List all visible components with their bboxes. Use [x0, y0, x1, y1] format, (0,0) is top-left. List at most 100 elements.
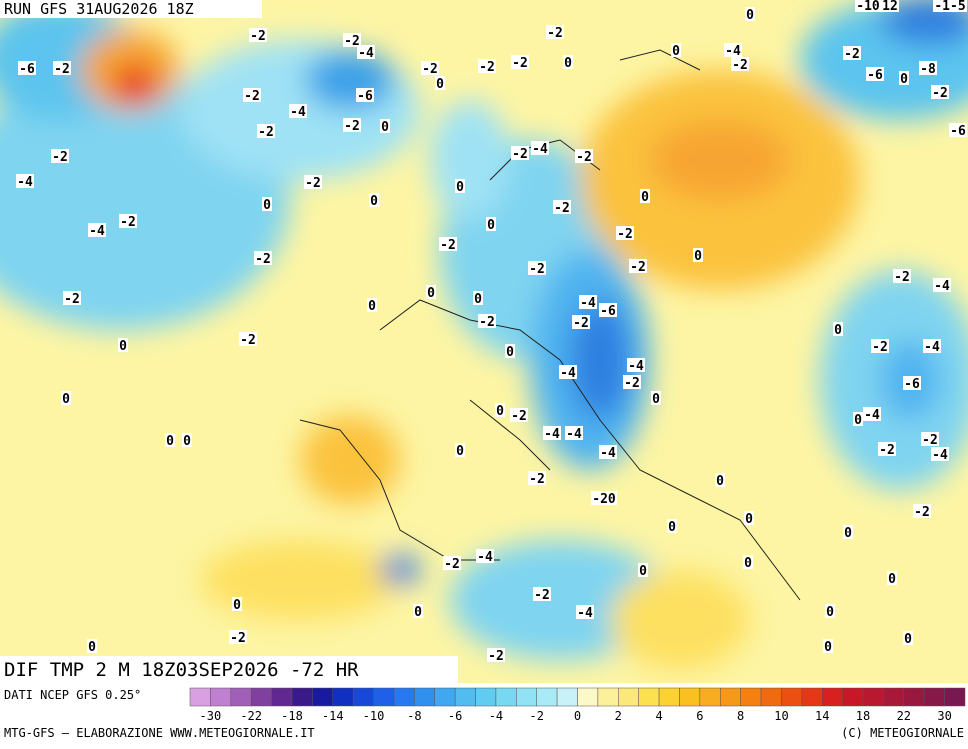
contour-label: 0 [381, 120, 389, 135]
contour-label-bg [893, 269, 911, 283]
contour-label: -2 [872, 340, 888, 355]
colorbar-bin [944, 687, 966, 707]
contour-label: 0 [824, 640, 832, 655]
contour-label: 0 [62, 392, 70, 407]
contour-label: 0 [668, 520, 676, 535]
contour-label: -4 [560, 366, 576, 381]
contour-label: -2 [344, 119, 360, 134]
contour-label: -2 [230, 631, 246, 646]
contour-label: 0 [427, 286, 435, 301]
contour-label-bg [426, 285, 436, 299]
contour-label-bg [575, 149, 593, 163]
contour-label: -2 [554, 201, 570, 216]
contour-label: 0 [233, 598, 241, 613]
contour-label: 0 [716, 474, 724, 489]
contour-label: 0 [744, 556, 752, 571]
contour-label-bg [262, 197, 272, 211]
contour-label: 0 [826, 605, 834, 620]
footer-left: MTG-GFS — ELABORAZIONE WWW.METEOGIORNALE… [4, 726, 315, 740]
contour-label: -2 [624, 376, 640, 391]
contour-label: -2 [422, 62, 438, 77]
contour-label: -2 [444, 557, 460, 572]
colorbar-bin [516, 687, 537, 707]
contour-label-bg [413, 604, 423, 618]
contour-label-bg [599, 445, 617, 459]
contour-label: -2 [479, 60, 495, 75]
contour-label-bg [486, 217, 496, 231]
contour-label-bg [823, 639, 833, 653]
contour-label: 0 [854, 413, 862, 428]
colorbar-bin [454, 687, 476, 707]
colorbar: -30 -22 -18 -14 -10 -8 -6 -4 -2 0 2 4 6 8 10 14 18 22 30 [189, 687, 966, 723]
colorbar-label: 8 [737, 709, 744, 723]
colorbar-label: 4 [655, 709, 662, 723]
contour-label: -4 [358, 46, 374, 61]
contour-label: -6 [600, 304, 616, 319]
contour-label-bg [667, 519, 677, 533]
colorbar-bin [434, 687, 456, 707]
contour-label-bg [671, 43, 681, 57]
colorbar-bin [842, 687, 864, 707]
colorbar-bin [291, 687, 313, 707]
contour-label-bg [533, 587, 551, 601]
contour-label-bg [576, 605, 594, 619]
contour-label-bg [853, 412, 863, 426]
colorbar-bin [332, 687, 354, 707]
contour-label: 0 [672, 44, 680, 59]
colorbar-label: 0 [574, 709, 581, 723]
colorbar-bin [312, 687, 334, 707]
colorbar-label: -10 [363, 709, 385, 723]
contour-label: -2 [54, 62, 70, 77]
contour-label: 0 [641, 190, 649, 205]
colorbar-bin [903, 687, 925, 707]
contour-label-bg [919, 61, 937, 75]
contour-label: -4 [89, 224, 105, 239]
contour-label-bg [878, 442, 896, 456]
contour-label-bg [343, 118, 361, 132]
contour-label: 0 [263, 198, 271, 213]
contour-label-bg [855, 0, 881, 12]
contour-label: -2 [258, 125, 274, 140]
contour-label-bg [511, 146, 529, 160]
contour-label: -4 [600, 446, 616, 461]
contour-label: -2 [534, 588, 550, 603]
contour-label-bg [616, 226, 634, 240]
contour-label-bg [528, 471, 546, 485]
contour-label: -4 [628, 359, 644, 374]
colorbar-bin [618, 687, 639, 707]
contour-label-bg [443, 556, 461, 570]
contour-label-bg [871, 339, 889, 353]
contour-label-bg [843, 46, 861, 60]
contour-label: 0 [694, 249, 702, 264]
contour-label-bg [455, 179, 465, 193]
colorbar-bin [536, 687, 558, 707]
contour-label-bg [505, 344, 515, 358]
contour-label-bg [903, 376, 921, 390]
contour-label: -4 [864, 408, 880, 423]
colorbar-bin [250, 687, 272, 707]
contour-label-bg [229, 630, 247, 644]
contour-label: 0 [183, 434, 191, 449]
contour-label-bg [63, 291, 81, 305]
contour-label-bg [88, 223, 106, 237]
colorbar-bin [210, 687, 232, 707]
colorbar-label: -4 [489, 709, 503, 723]
contour-label: 0 [119, 339, 127, 354]
contour-label: -2 [879, 443, 895, 458]
contour-label: -2 [440, 238, 456, 253]
contour-label: 0 [745, 512, 753, 527]
colorbar-bin [352, 687, 374, 707]
contour-label: 0 [496, 404, 504, 419]
contour-label-bg [511, 55, 529, 69]
contour-label-bg [887, 571, 897, 585]
contour-label: -6 [357, 89, 373, 104]
contour-label: -2 [529, 262, 545, 277]
colorbar-label: 6 [696, 709, 703, 723]
contour-label: 0 [456, 444, 464, 459]
contour-label: -2 [250, 29, 266, 44]
contour-label: 0 [166, 434, 174, 449]
colorbar-label: 2 [615, 709, 622, 723]
contour-label-bg [923, 339, 941, 353]
